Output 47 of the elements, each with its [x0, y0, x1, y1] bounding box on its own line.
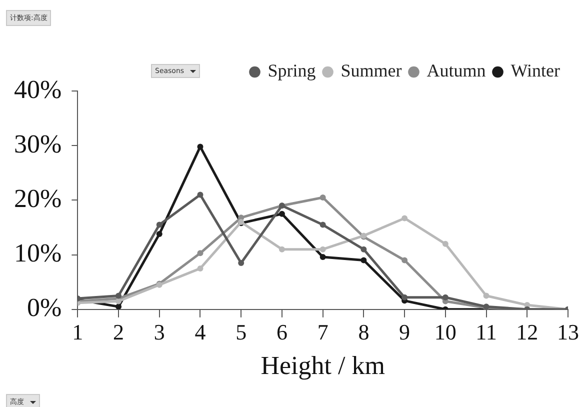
point: [320, 222, 326, 228]
point: [197, 250, 204, 256]
point: [402, 257, 408, 264]
point: [320, 246, 326, 252]
legend-label: Autumn: [426, 60, 486, 81]
point: [116, 292, 122, 299]
point: [442, 294, 448, 300]
point: [238, 260, 244, 266]
point: [278, 210, 285, 217]
y-tick-label: 40%: [14, 74, 62, 104]
x-tick-label: 5: [236, 319, 247, 344]
point: [402, 294, 408, 300]
x-tick-label: 4: [194, 319, 206, 344]
y-tick-label: 30%: [14, 129, 62, 158]
point: [278, 246, 285, 252]
point: [116, 298, 122, 304]
x-tick-label: 1: [72, 319, 84, 344]
point: [360, 246, 367, 252]
legend-label: Spring: [268, 60, 316, 81]
y-tick-label: 10%: [14, 238, 62, 268]
point: [197, 265, 204, 272]
point: [442, 240, 448, 247]
y-tick-label: 0%: [26, 293, 62, 322]
x-tick-label: 2: [113, 319, 124, 344]
y-tick-label: 20%: [14, 184, 62, 214]
point: [197, 144, 204, 150]
x-axis-title: Height / km: [260, 351, 385, 380]
point: [156, 231, 162, 238]
x-tick-label: 3: [154, 319, 165, 344]
point: [483, 292, 490, 299]
point: [320, 194, 326, 200]
point: [156, 222, 162, 228]
legend-label: Winter: [510, 60, 560, 81]
point: [360, 257, 367, 264]
legend-label: Summer: [340, 60, 402, 81]
x-tick-label: 6: [276, 319, 288, 344]
x-tick-label: 13: [557, 319, 579, 344]
x-tick-label: 7: [317, 319, 328, 344]
point: [402, 215, 408, 222]
x-tick-label: 9: [399, 319, 410, 344]
x-tick-label: 10: [434, 319, 456, 344]
point: [116, 304, 122, 310]
point: [320, 254, 326, 260]
point: [197, 192, 204, 198]
x-tick-label: 12: [516, 319, 538, 344]
x-tick-label: 11: [476, 319, 497, 344]
x-tick-label: 8: [358, 319, 370, 344]
